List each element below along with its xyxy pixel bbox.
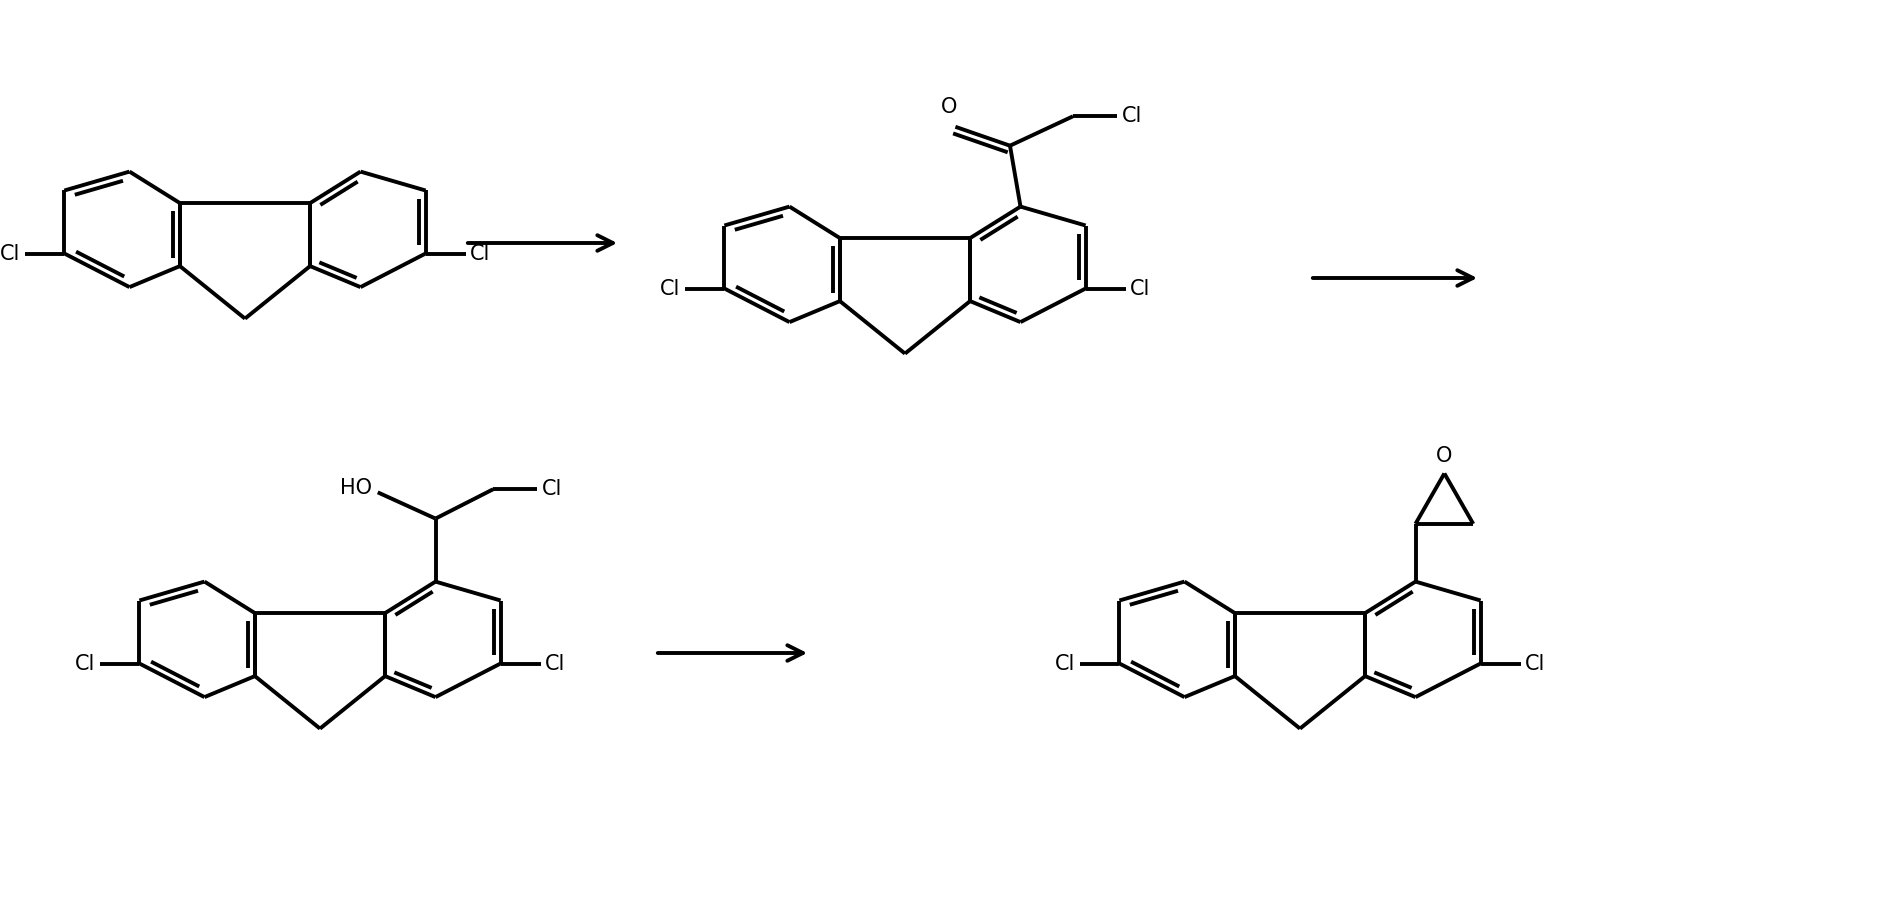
Text: O: O xyxy=(1435,447,1452,467)
Text: HO: HO xyxy=(340,479,373,498)
Text: Cl: Cl xyxy=(76,654,95,674)
Text: Cl: Cl xyxy=(0,243,21,263)
Text: Cl: Cl xyxy=(542,479,563,499)
Text: Cl: Cl xyxy=(544,654,565,674)
Text: Cl: Cl xyxy=(1055,654,1076,674)
Text: Cl: Cl xyxy=(1129,279,1150,299)
Text: Cl: Cl xyxy=(1122,106,1143,126)
Text: Cl: Cl xyxy=(660,279,681,299)
Text: O: O xyxy=(941,97,958,117)
Text: Cl: Cl xyxy=(1525,654,1546,674)
Text: Cl: Cl xyxy=(470,243,490,263)
